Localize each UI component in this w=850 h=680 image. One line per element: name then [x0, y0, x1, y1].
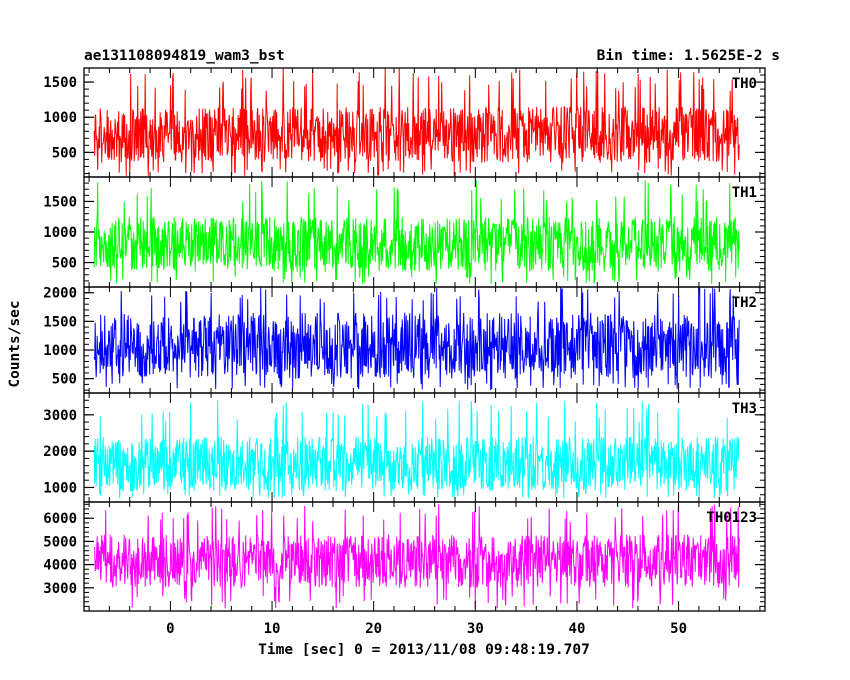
y-tick-label: 3000	[43, 581, 77, 597]
series-th1	[93, 180, 740, 284]
panel-th0: 500 1000 1500 TH0	[43, 67, 766, 178]
x-axis: 0 10 20 30 40 50	[166, 621, 687, 637]
series-th2	[93, 287, 740, 391]
chart-title: ae131108094819_wam3_bst	[84, 48, 285, 64]
panel-label-th1: TH1	[732, 185, 757, 201]
panel-label-th0123: TH0123	[706, 510, 757, 526]
y-tick-label: 500	[52, 145, 77, 161]
y-tick-label: 2000	[43, 444, 77, 460]
y-tick-label: 1500	[43, 314, 77, 330]
panel-th0123: 3000 4000 5000 6000 TH0123	[43, 501, 766, 612]
panel-th2: 500 1000 1500 2000 TH2	[43, 286, 766, 394]
y-tick-label: 500	[52, 372, 77, 388]
y-tick-label: 1000	[43, 225, 77, 241]
y-tick-label: 1500	[43, 194, 77, 210]
x-tick-label: 0	[166, 621, 174, 637]
x-tick-label: 30	[467, 621, 484, 637]
y-tick-label: 1000	[43, 110, 77, 126]
series-th0	[93, 68, 740, 176]
panel-label-th2: TH2	[732, 295, 757, 311]
y-tick-label: 5000	[43, 534, 77, 550]
panel-label-th0: TH0	[732, 76, 757, 92]
y-tick-label: 6000	[43, 511, 77, 527]
series-th3	[93, 400, 740, 499]
x-tick-label: 40	[569, 621, 586, 637]
x-tick-label: 10	[264, 621, 281, 637]
y-tick-label: 2000	[43, 286, 77, 302]
y-tick-label: 3000	[43, 408, 77, 424]
panel-th1: 500 1000 1500 TH1	[43, 176, 766, 288]
x-tick-label: 50	[670, 621, 687, 637]
panels-group: 500 1000 1500 TH0 500 1000 1500 TH1 500 1000 1500 2…	[43, 67, 766, 612]
series-th0123	[93, 504, 740, 609]
x-axis-label: Time [sec] 0 = 2013/11/08 09:48:19.707	[258, 642, 590, 658]
panel-label-th3: TH3	[732, 401, 757, 417]
bin-time-label: Bin time: 1.5625E-2 s	[597, 48, 780, 64]
y-tick-label: 500	[52, 256, 77, 272]
x-tick-label: 20	[365, 621, 382, 637]
y-tick-label: 1500	[43, 75, 77, 91]
y-tick-label: 1000	[43, 343, 77, 359]
panel-frame	[83, 501, 766, 612]
panel-th3: 1000 2000 3000 TH3	[43, 392, 766, 503]
y-tick-label: 4000	[43, 558, 77, 574]
y-axis-label: Counts/sec	[7, 300, 23, 387]
y-tick-label: 1000	[43, 480, 77, 496]
